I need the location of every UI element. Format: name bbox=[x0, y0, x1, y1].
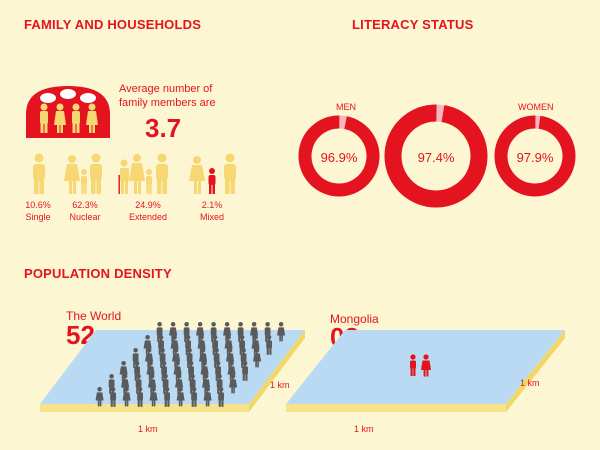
ring-value-men: 96.9% bbox=[320, 150, 358, 165]
crowd-person bbox=[176, 387, 185, 407]
crowd-person bbox=[95, 387, 104, 407]
crowd-person bbox=[173, 361, 182, 381]
crowd-person bbox=[137, 387, 143, 407]
crowd-person bbox=[253, 348, 262, 368]
women-label: WOMEN bbox=[518, 102, 554, 112]
crowd-person bbox=[191, 387, 197, 407]
family-house-icon bbox=[26, 86, 110, 138]
nuclear-family-icon bbox=[64, 153, 102, 194]
mongolia-label: Mongolia bbox=[330, 312, 379, 326]
men-label: MEN bbox=[336, 102, 356, 112]
ring-arc bbox=[298, 115, 380, 197]
mongolia-width-label: 1 km bbox=[354, 424, 374, 434]
mongolia-depth-label: 1 km bbox=[520, 378, 540, 388]
crowd-person bbox=[240, 348, 247, 368]
crowd-person bbox=[119, 361, 128, 381]
nuclear-label: Nuclear bbox=[69, 212, 101, 222]
literacy-title: LITERACY STATUS bbox=[352, 17, 474, 32]
avg-family-value: 3.7 bbox=[145, 113, 182, 143]
crowd-person bbox=[264, 322, 271, 342]
crowd-person bbox=[122, 387, 131, 407]
crowd-person bbox=[229, 374, 238, 394]
nuclear-percent: 62.3% bbox=[72, 200, 98, 210]
crowd-person bbox=[164, 387, 170, 407]
crowd-person bbox=[202, 374, 211, 394]
world-depth-label: 1 km bbox=[270, 380, 290, 390]
avg-family-label: Average number of family members are bbox=[119, 83, 216, 109]
single-label: Single bbox=[25, 212, 51, 222]
world-width-label: 1 km bbox=[138, 424, 158, 434]
extended-label: Extended bbox=[128, 212, 168, 222]
crowd-person bbox=[110, 387, 116, 407]
extended-family-icon bbox=[118, 153, 168, 194]
ring-value-women: 97.9% bbox=[516, 150, 554, 165]
extended-percent: 24.9% bbox=[135, 200, 161, 210]
crowd-person bbox=[218, 387, 224, 407]
ring-value-total: 97.4% bbox=[417, 150, 455, 165]
single-figure-icon bbox=[33, 153, 45, 194]
single-percent: 10.6% bbox=[25, 200, 51, 210]
crowd-person bbox=[159, 348, 166, 368]
density-title: POPULATION DENSITY bbox=[24, 266, 172, 281]
crowd-person bbox=[277, 322, 286, 342]
ring-arc bbox=[494, 115, 576, 197]
ring-arc bbox=[384, 104, 488, 208]
mixed-family-icon bbox=[189, 153, 236, 194]
mixed-label: Mixed bbox=[199, 212, 224, 222]
crowd-person bbox=[149, 387, 158, 407]
world-label: The World bbox=[66, 309, 122, 323]
family-title: FAMILY AND HOUSEHOLDS bbox=[24, 17, 202, 32]
crowd-person bbox=[266, 335, 272, 355]
mixed-percent: 2.1% bbox=[201, 200, 223, 210]
crowd-person bbox=[203, 387, 212, 407]
crowd-person bbox=[242, 361, 248, 381]
